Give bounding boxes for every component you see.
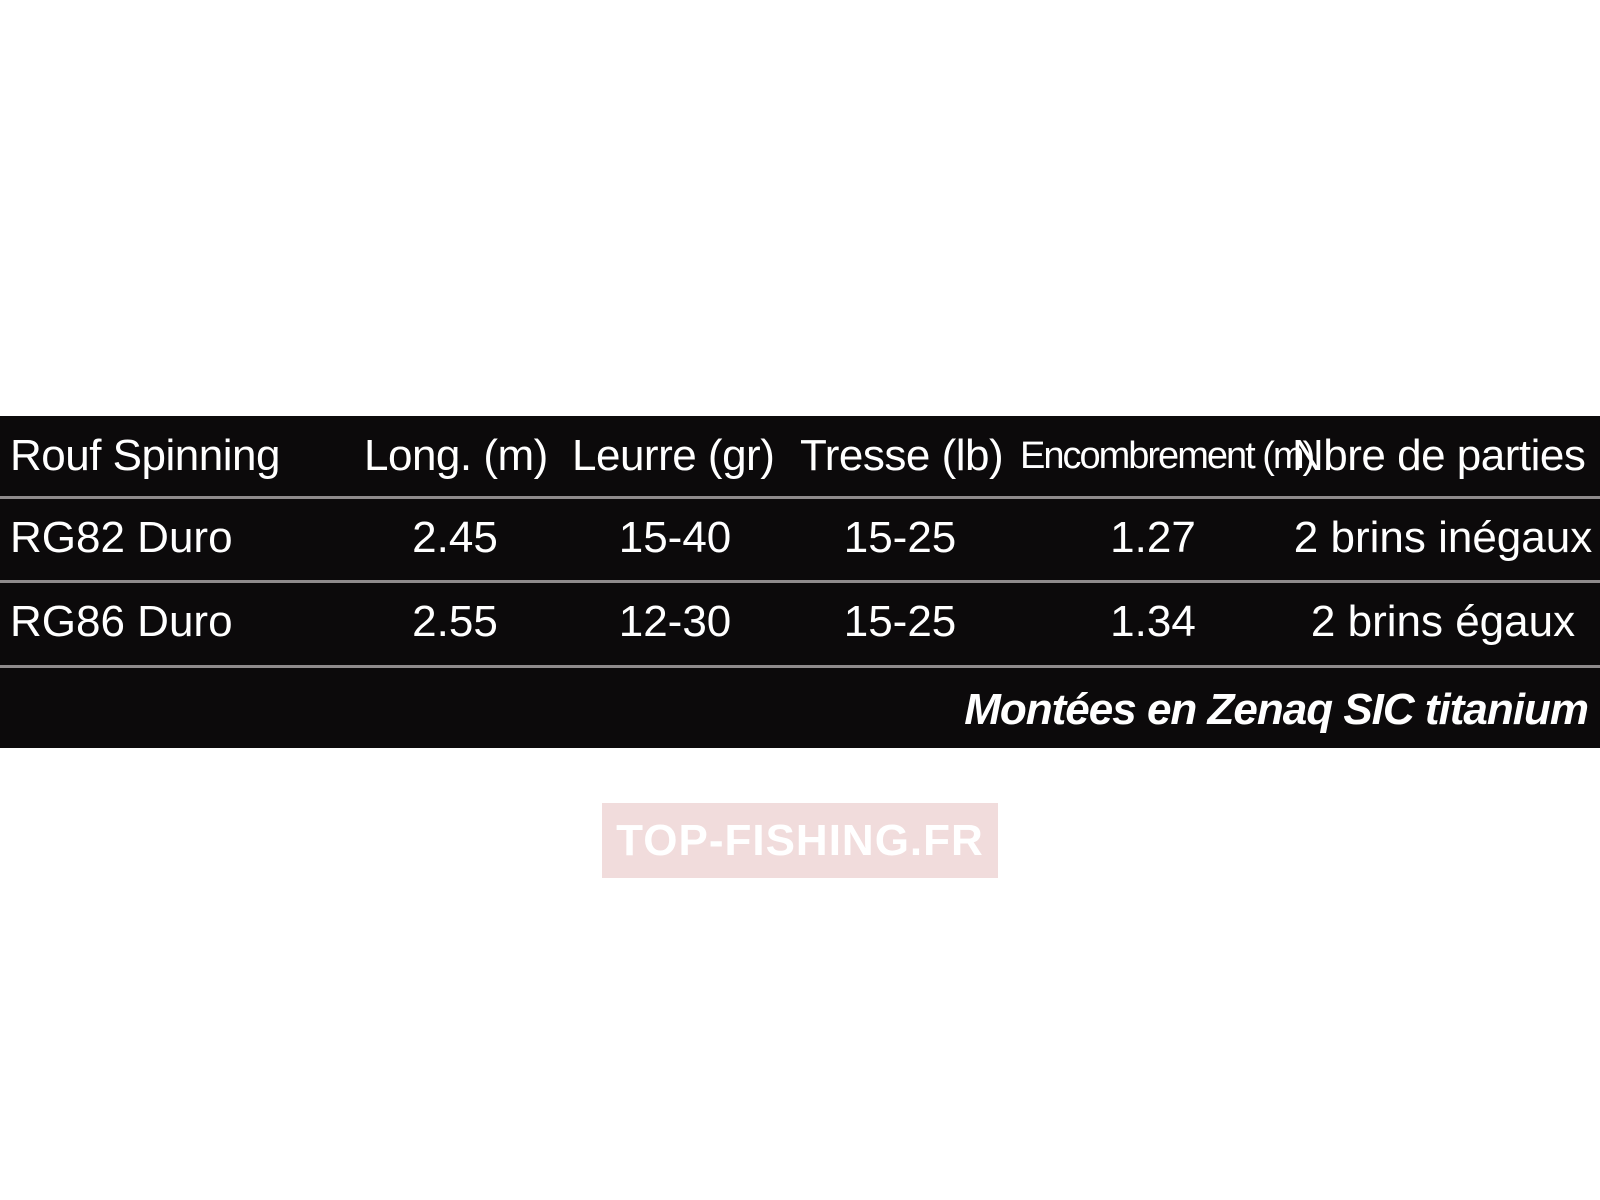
row-divider xyxy=(0,580,1600,583)
header-long: Long. (m) xyxy=(364,431,548,480)
cell-leurre: 15-40 xyxy=(618,513,732,562)
header-name: Rouf Spinning xyxy=(10,431,280,480)
watermark: TOP-FISHING.FR xyxy=(602,803,998,878)
table-header-row: Rouf Spinning Long. (m) Leurre (gr) Tres… xyxy=(0,416,1600,496)
cell-parties: 2 brins égaux xyxy=(1310,597,1576,646)
row-divider xyxy=(0,665,1600,668)
cell-long: 2.55 xyxy=(412,597,498,646)
cell-encombrement: 1.27 xyxy=(1110,513,1196,562)
row-divider xyxy=(0,496,1600,499)
table-row: RG82 Duro 2.45 15-40 15-25 1.27 2 brins … xyxy=(0,498,1600,578)
cell-parties: 2 brins inégaux xyxy=(1293,513,1593,562)
table-row: RG86 Duro 2.55 12-30 15-25 1.34 2 brins … xyxy=(0,582,1600,662)
cell-tresse: 15-25 xyxy=(843,597,957,646)
header-encombrement: Encombrement (m) xyxy=(1020,435,1315,477)
table-footnote: Montées en Zenaq SIC titanium xyxy=(964,685,1589,734)
spec-table: Rouf Spinning Long. (m) Leurre (gr) Tres… xyxy=(0,416,1600,748)
cell-name: RG82 Duro xyxy=(10,513,233,562)
cell-name: RG86 Duro xyxy=(10,597,233,646)
header-leurre: Leurre (gr) xyxy=(572,431,775,480)
cell-long: 2.45 xyxy=(412,513,498,562)
cell-leurre: 12-30 xyxy=(618,597,732,646)
header-tresse: Tresse (lb) xyxy=(800,431,1004,480)
cell-encombrement: 1.34 xyxy=(1110,597,1196,646)
cell-tresse: 15-25 xyxy=(843,513,957,562)
header-parties: Nbre de parties xyxy=(1292,431,1586,480)
